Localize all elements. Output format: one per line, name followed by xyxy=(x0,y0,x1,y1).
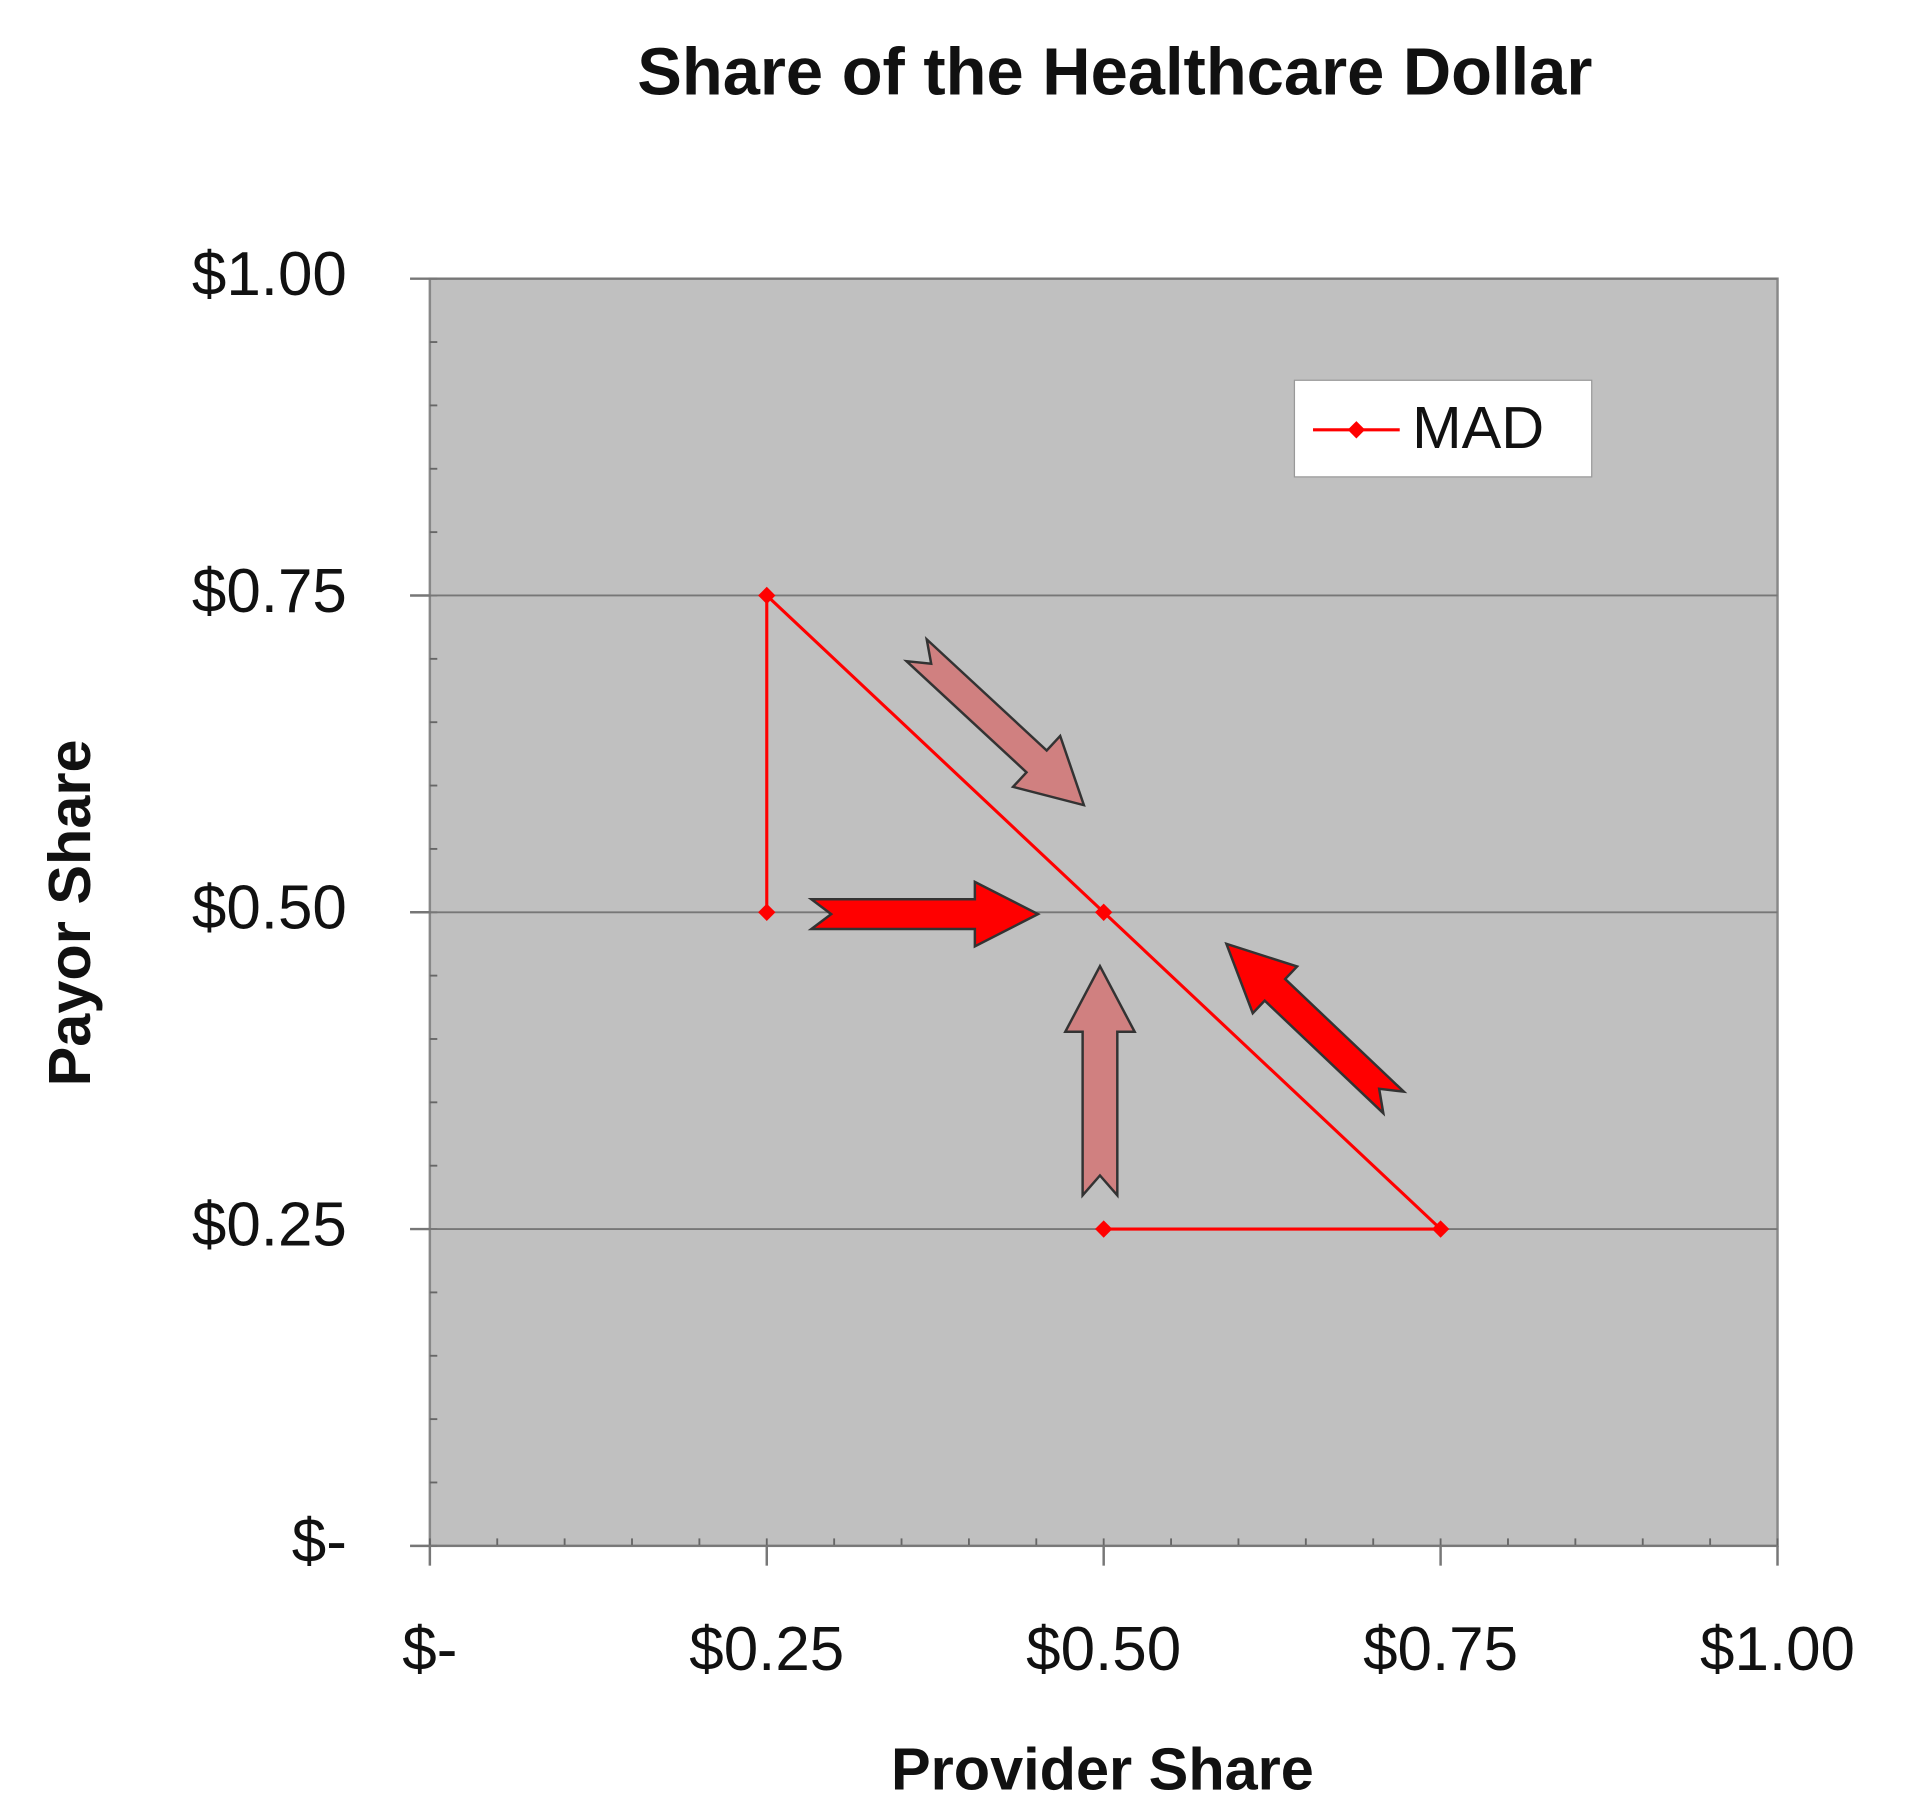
y-tick-label: $0.75 xyxy=(192,557,347,626)
legend-label: MAD xyxy=(1412,394,1544,461)
x-tick-label: $- xyxy=(402,1615,457,1684)
arrow xyxy=(1224,941,1408,1117)
x-tick-label: $0.25 xyxy=(689,1615,844,1684)
y-tick-label: $1.00 xyxy=(192,240,347,309)
marks xyxy=(758,586,1450,1238)
x-axis-title: Provider Share xyxy=(891,1735,1314,1801)
arrow xyxy=(807,879,1041,949)
point xyxy=(758,903,776,921)
grid xyxy=(410,277,1779,1566)
y-tick-label: $- xyxy=(292,1507,347,1576)
arrow xyxy=(902,635,1086,807)
point xyxy=(1431,1220,1450,1238)
annotation-arrows xyxy=(807,635,1408,1199)
point xyxy=(1095,903,1113,921)
point xyxy=(1095,1220,1113,1238)
chart-title: Share of the Healthcare Dollar xyxy=(637,34,1592,109)
legend: MAD xyxy=(1293,379,1593,478)
legend-marker xyxy=(1347,421,1366,439)
y-tick-label: $0.50 xyxy=(192,874,347,943)
x-tick-label: $1.00 xyxy=(1700,1615,1855,1684)
y-axis-title: Payor Share xyxy=(36,739,103,1086)
x-tick-label: $0.50 xyxy=(1026,1615,1181,1684)
y-tick-label: $0.25 xyxy=(192,1190,347,1259)
x-tick-label: $0.75 xyxy=(1363,1615,1518,1684)
arrow xyxy=(1063,963,1137,1199)
